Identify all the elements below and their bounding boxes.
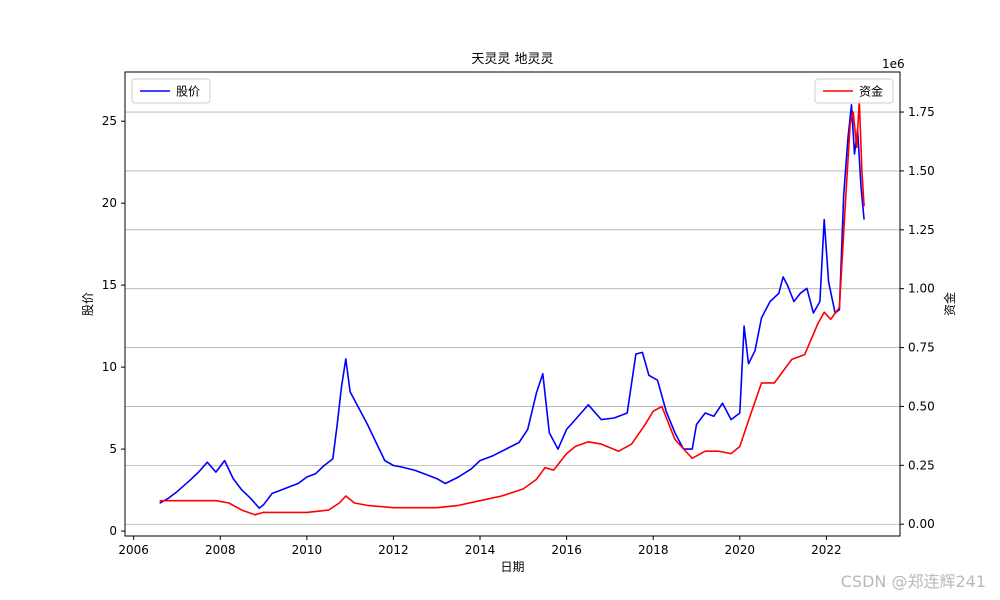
watermark: CSDN @郑连辉241 bbox=[840, 572, 986, 591]
y-right-tick-label: 0.00 bbox=[908, 517, 935, 531]
y-right-axis-label: 资金 bbox=[942, 292, 957, 316]
x-tick-label: 2016 bbox=[551, 543, 582, 557]
y-right-tick-label: 1.00 bbox=[908, 282, 935, 296]
legend-label-capital: 资金 bbox=[859, 84, 883, 99]
y-left-tick-label: 10 bbox=[102, 360, 117, 374]
legend-box-capital bbox=[814, 78, 894, 104]
x-tick-label: 2006 bbox=[118, 543, 149, 557]
stock-price-line bbox=[159, 104, 865, 509]
x-axis-label: 日期 bbox=[500, 560, 524, 574]
x-tick-label: 2008 bbox=[205, 543, 236, 557]
y-right-tick-label: 1.25 bbox=[908, 223, 935, 237]
capital-line bbox=[159, 99, 865, 516]
y-left-tick-label: 15 bbox=[102, 278, 117, 292]
plot-frame bbox=[124, 71, 901, 537]
y-left-tick-label: 0 bbox=[109, 524, 117, 538]
chart-title: 天灵灵 地灵灵 bbox=[471, 52, 553, 67]
y-left-tick-label: 5 bbox=[109, 442, 117, 456]
legend-label-stock-price: 股价 bbox=[176, 85, 200, 99]
legend-box-stock-price bbox=[131, 78, 211, 104]
x-tick-label: 2020 bbox=[725, 543, 756, 557]
y-right-tick-label: 1.75 bbox=[908, 105, 935, 119]
y-left-tick-label: 20 bbox=[102, 196, 117, 210]
y-left-tick-label: 25 bbox=[102, 114, 117, 128]
y-right-tick-label: 1.50 bbox=[908, 164, 935, 178]
y-right-tick-label: 0.50 bbox=[908, 399, 935, 413]
y-right-tick-label: 0.25 bbox=[908, 458, 935, 472]
x-tick-label: 2012 bbox=[378, 543, 409, 557]
y-right-tick-label: 0.75 bbox=[908, 341, 935, 355]
y-left-axis-label: 股价 bbox=[81, 292, 95, 316]
x-tick-label: 2014 bbox=[465, 543, 496, 557]
y-right-offset-label: 1e6 bbox=[882, 57, 905, 71]
x-tick-label: 2018 bbox=[638, 543, 669, 557]
x-tick-label: 2010 bbox=[292, 543, 323, 557]
x-tick-label: 2022 bbox=[811, 543, 842, 557]
